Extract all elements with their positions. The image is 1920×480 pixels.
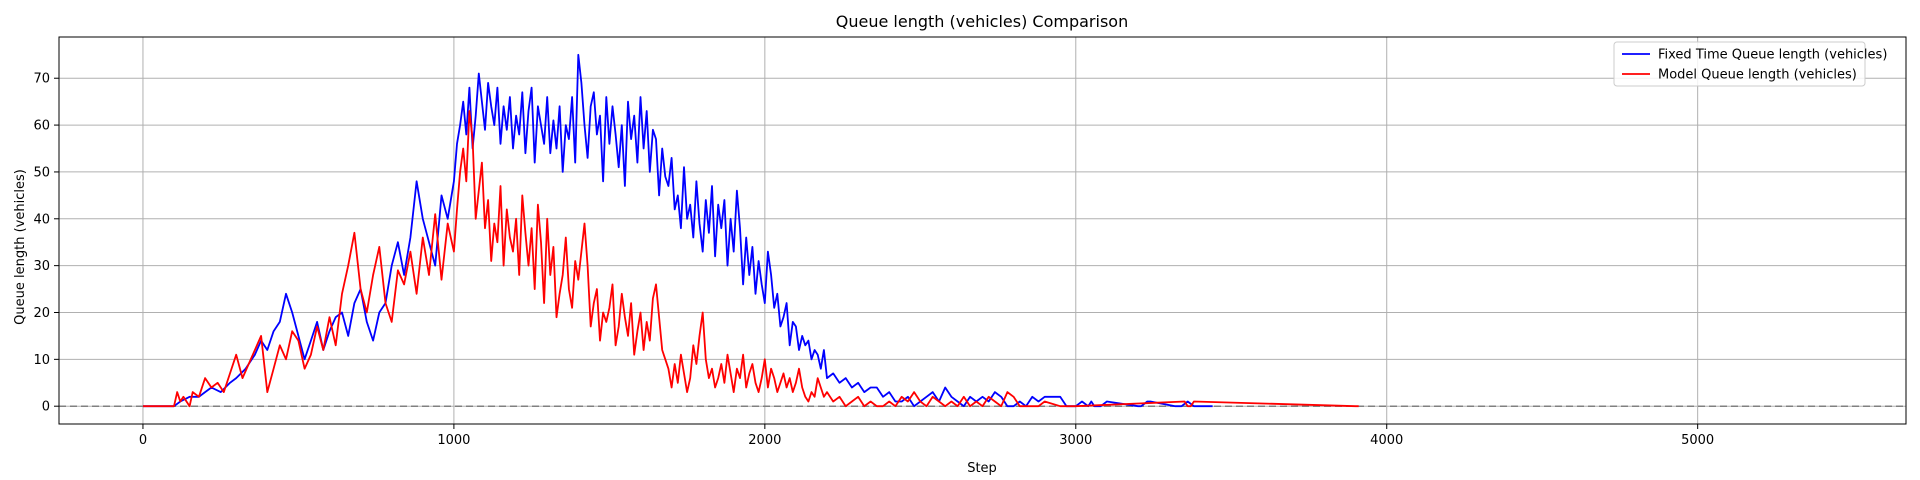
x-axis-label: Step [967,461,997,476]
y-tick-label: 30 [33,259,50,274]
x-tick-label: 5000 [1681,433,1714,448]
y-axis-label: Queue length (vehicles) [13,169,28,325]
y-tick-label: 50 [33,165,50,180]
y-tick-label: 70 [33,72,50,87]
legend: Fixed Time Queue length (vehicles) Model … [1613,41,1887,87]
y-tick-label: 60 [33,119,50,134]
legend-entry-label: Model Queue length (vehicles) [1658,68,1857,83]
x-tick-label: 4000 [1370,433,1403,448]
model-series-line [143,110,1359,408]
x-tick-label: 0 [139,433,147,448]
y-tick-label: 40 [33,212,50,227]
legend-entry-label: Fixed Time Queue length (vehicles) [1658,48,1887,63]
legend-box [1613,41,1866,87]
chart-title: Queue length (vehicles) Comparison [836,12,1128,31]
fixed-time-series-line [143,53,1213,408]
y-tick-label: 0 [42,400,50,415]
x-tick-label: 3000 [1059,433,1092,448]
y-tick-label: 10 [33,353,50,368]
y-tick-label: 20 [33,306,50,321]
x-tick-label: 2000 [748,433,781,448]
x-tick-label: 1000 [437,433,470,448]
plot-frame [58,36,1907,425]
grid-layer [59,37,1906,424]
tick-layer: 0 1000 2000 3000 4000 5000 0 10 20 30 40 50 60 70 [33,72,1714,448]
series-layer [143,53,1359,408]
